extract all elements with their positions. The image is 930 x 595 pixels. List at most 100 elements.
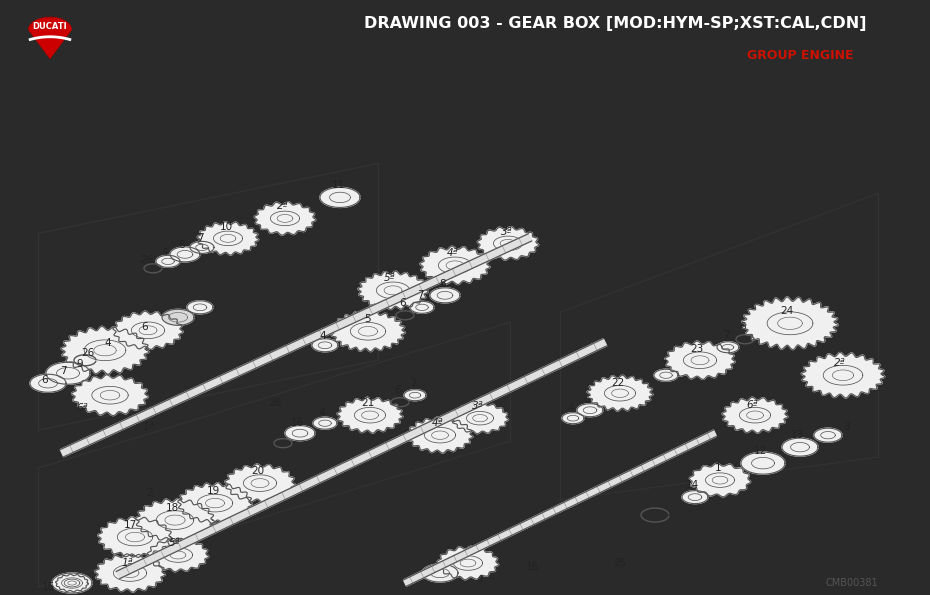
Polygon shape: [95, 554, 165, 592]
Text: 1ª: 1ª: [121, 558, 133, 568]
Text: 12: 12: [753, 446, 766, 456]
Polygon shape: [682, 491, 708, 503]
Polygon shape: [742, 297, 838, 350]
Polygon shape: [477, 227, 538, 260]
Polygon shape: [60, 234, 532, 457]
Text: CMB00381: CMB00381: [826, 578, 878, 588]
Polygon shape: [452, 403, 509, 434]
Text: 7: 7: [410, 378, 417, 388]
Text: 26: 26: [269, 398, 282, 408]
Polygon shape: [802, 352, 884, 398]
Polygon shape: [665, 341, 735, 380]
Polygon shape: [156, 255, 180, 267]
Polygon shape: [562, 413, 584, 424]
Text: 15: 15: [41, 582, 55, 592]
Polygon shape: [52, 573, 92, 593]
Polygon shape: [331, 311, 405, 352]
Polygon shape: [225, 464, 295, 502]
Text: 2ª: 2ª: [277, 202, 288, 211]
Text: DUCATI: DUCATI: [33, 22, 67, 32]
Polygon shape: [312, 339, 338, 352]
Polygon shape: [430, 288, 460, 303]
Polygon shape: [197, 222, 259, 255]
Polygon shape: [337, 397, 403, 433]
Text: 6: 6: [739, 322, 746, 332]
Text: 4: 4: [105, 339, 112, 348]
Text: 2ª: 2ª: [834, 358, 845, 368]
Polygon shape: [98, 517, 172, 558]
Polygon shape: [358, 271, 428, 309]
Text: 1ª: 1ª: [142, 422, 153, 432]
Text: 9: 9: [76, 359, 84, 369]
Polygon shape: [422, 564, 458, 582]
Polygon shape: [56, 574, 88, 592]
Text: 6: 6: [394, 385, 402, 395]
Polygon shape: [577, 404, 603, 416]
Polygon shape: [46, 362, 90, 384]
Text: 3: 3: [843, 422, 849, 432]
Text: 14: 14: [685, 480, 698, 490]
Text: 4: 4: [320, 331, 326, 342]
Text: 25: 25: [614, 558, 627, 568]
Text: 20: 20: [251, 466, 264, 476]
Text: 5: 5: [364, 314, 370, 324]
Polygon shape: [420, 246, 490, 284]
Polygon shape: [689, 464, 751, 497]
Text: 3ª: 3ª: [472, 401, 484, 411]
Text: 7: 7: [659, 360, 666, 370]
Text: 6: 6: [179, 240, 185, 250]
Polygon shape: [187, 301, 213, 314]
Text: 23: 23: [690, 345, 704, 354]
Text: 16: 16: [290, 418, 303, 428]
Text: 1: 1: [714, 463, 722, 473]
Polygon shape: [313, 417, 337, 429]
Polygon shape: [741, 452, 785, 474]
Polygon shape: [162, 309, 194, 325]
Polygon shape: [814, 428, 842, 442]
Text: 21: 21: [362, 398, 375, 408]
Text: 7: 7: [417, 290, 423, 300]
Text: 2: 2: [147, 488, 153, 498]
Polygon shape: [407, 417, 472, 453]
Text: 4ª: 4ª: [432, 418, 444, 428]
Text: 10: 10: [219, 223, 232, 233]
Polygon shape: [116, 339, 606, 578]
Polygon shape: [404, 430, 716, 586]
Text: 7: 7: [196, 233, 204, 243]
Polygon shape: [722, 397, 788, 433]
Text: 18: 18: [166, 503, 179, 513]
Polygon shape: [717, 342, 739, 353]
Text: 26: 26: [140, 255, 153, 265]
Text: 13: 13: [790, 430, 804, 440]
Text: 4ª: 4ª: [447, 248, 458, 258]
Text: 17: 17: [124, 520, 137, 530]
Text: 7: 7: [60, 367, 66, 376]
Text: DRAWING 003 - GEAR BOX [MOD:HYM-SP;XST:CAL,CDN]: DRAWING 003 - GEAR BOX [MOD:HYM-SP;XST:C…: [364, 15, 866, 31]
Text: 16: 16: [525, 562, 538, 572]
Text: 24: 24: [780, 306, 793, 317]
Polygon shape: [410, 301, 434, 314]
Polygon shape: [190, 242, 214, 253]
Text: 4: 4: [162, 248, 168, 258]
Text: 6ª: 6ª: [76, 403, 87, 413]
Text: 6: 6: [42, 375, 48, 385]
Polygon shape: [61, 327, 149, 374]
Polygon shape: [170, 247, 200, 262]
Polygon shape: [254, 202, 315, 235]
Text: 4: 4: [319, 408, 325, 418]
Text: 5ª: 5ª: [169, 538, 180, 548]
Text: 7: 7: [723, 330, 729, 340]
Text: 6: 6: [585, 395, 591, 405]
Polygon shape: [72, 375, 149, 416]
Text: 6: 6: [400, 298, 406, 308]
Polygon shape: [30, 374, 66, 392]
Text: 8: 8: [440, 279, 446, 289]
Text: 4: 4: [477, 575, 484, 585]
Polygon shape: [587, 375, 653, 411]
Text: 4: 4: [567, 403, 575, 413]
Text: 5ª: 5ª: [384, 273, 396, 283]
Polygon shape: [654, 369, 678, 381]
Polygon shape: [437, 546, 498, 580]
Polygon shape: [782, 438, 818, 456]
Text: 6ª: 6ª: [746, 400, 758, 410]
